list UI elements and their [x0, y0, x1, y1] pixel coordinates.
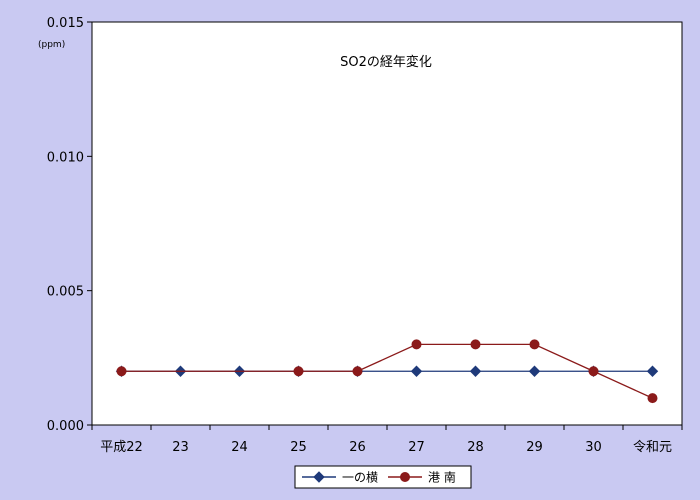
- y-axis-unit-label: (ppm): [38, 40, 65, 50]
- y-tick-label: 0.000: [47, 419, 84, 434]
- x-tick-label: 29: [526, 440, 543, 455]
- data-point: [313, 471, 325, 483]
- data-point: [588, 366, 599, 377]
- y-tick-label: 0.010: [47, 150, 84, 165]
- data-point: [411, 339, 422, 350]
- data-point: [647, 393, 658, 404]
- x-tick-label: 令和元: [633, 440, 672, 455]
- legend-item: 港 南: [388, 470, 456, 485]
- chart-title: SO2の経年変化: [340, 54, 432, 70]
- x-tick-label: 25: [290, 440, 307, 455]
- legend-item: 一の横: [302, 471, 378, 485]
- x-tick-label: 26: [349, 440, 366, 455]
- x-tick-label: 23: [172, 440, 189, 455]
- data-point: [470, 339, 481, 350]
- y-tick-label: 0.015: [47, 16, 84, 31]
- x-tick-label: 24: [231, 440, 248, 455]
- data-point: [469, 365, 482, 377]
- legend: 一の横 港 南: [294, 465, 472, 489]
- y-axis: 0.000 0.005 0.010 0.015: [47, 16, 92, 434]
- data-point: [529, 339, 540, 350]
- data-point: [646, 365, 659, 377]
- data-point: [400, 472, 410, 482]
- x-tick-label: 30: [585, 440, 602, 455]
- series-layer: [115, 339, 659, 404]
- x-axis: 平成22 23 24 25 26 27 28 29 30 令和元: [91, 425, 683, 455]
- data-point: [352, 366, 363, 377]
- x-tick-label: 平成22: [100, 440, 143, 455]
- plot-area: [91, 21, 683, 426]
- legend-label: 一の横: [342, 471, 378, 485]
- x-tick-label: 28: [467, 440, 484, 455]
- legend-label: 港 南: [428, 470, 456, 485]
- legend-box: [294, 465, 472, 489]
- data-point: [410, 365, 423, 377]
- y-tick-label: 0.005: [47, 285, 84, 300]
- data-point: [528, 365, 541, 377]
- x-tick-label: 27: [408, 440, 425, 455]
